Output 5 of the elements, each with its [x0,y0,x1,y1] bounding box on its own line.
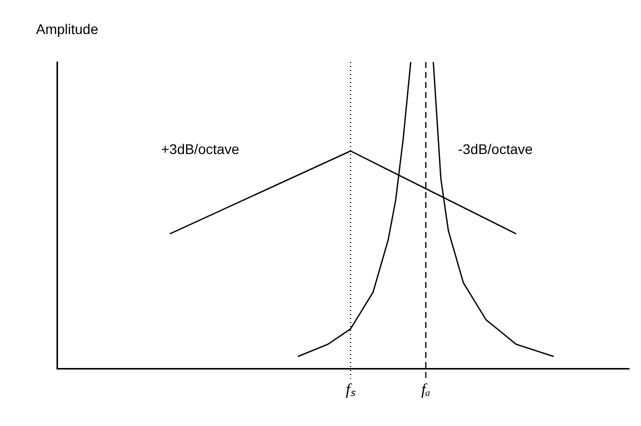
x-tick-label: fₛ [346,382,356,399]
annotation: -3dB/octave [458,141,533,158]
y-axis-title: Amplitude [36,20,98,37]
annotation: +3dB/octave [161,141,240,158]
x-tick-label: fₐ [421,382,431,399]
